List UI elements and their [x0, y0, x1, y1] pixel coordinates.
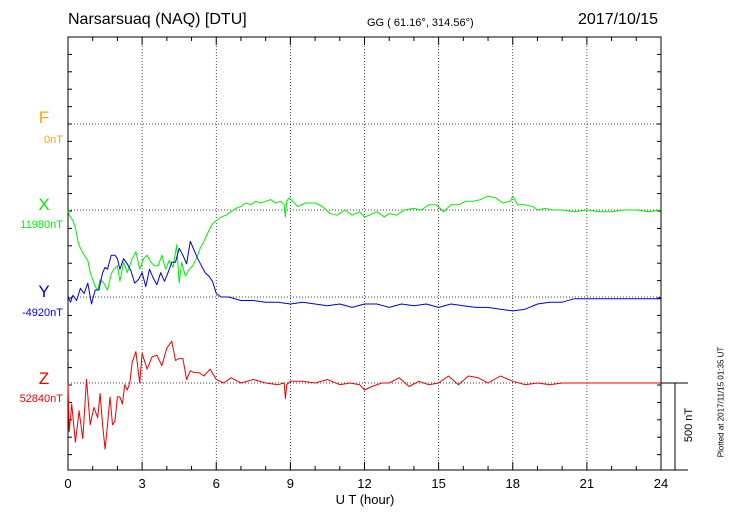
x-tick-label: 24 — [654, 476, 668, 491]
x-tick-label: 9 — [287, 476, 294, 491]
component-letter-z: Z — [39, 369, 49, 388]
x-tick-label: 3 — [139, 476, 146, 491]
scale-bar-label: 500 nT — [683, 407, 695, 443]
x-tick-label: 12 — [357, 476, 371, 491]
grid — [68, 37, 661, 470]
component-baseline-y: -4920nT — [22, 307, 63, 319]
x-tick-labels: 0 3 6 9 12 15 18 21 24 — [64, 476, 668, 491]
component-baseline-z: 52840nT — [20, 393, 64, 405]
component-letter-f: F — [39, 108, 49, 127]
series-line-y — [67, 240, 661, 312]
scale-bar — [661, 382, 688, 471]
series-lines — [67, 195, 662, 450]
component-baseline-f: 0nT — [44, 134, 63, 146]
component-labels: F 0nT X 11980nT Y -4920nT Z 52840nT — [20, 108, 64, 405]
component-letter-x: X — [38, 195, 49, 214]
component-letter-y: Y — [38, 282, 49, 301]
series-line-z — [67, 340, 661, 450]
component-baseline-x: 11980nT — [20, 219, 63, 231]
x-tick-label: 6 — [213, 476, 220, 491]
series-line-x — [67, 195, 662, 291]
plotted-timestamp: Plotted at 2017/11/15 01:35 UT — [716, 346, 726, 458]
x-axis-title: U T (hour) — [336, 492, 395, 507]
station-title: Narsarsuaq (NAQ) [DTU] — [68, 11, 247, 28]
axis-ticks — [67, 37, 662, 470]
x-tick-label: 15 — [431, 476, 445, 491]
geographic-coordinates: GG ( 61.16°, 314.56°) — [367, 17, 474, 29]
x-tick-label: 18 — [506, 476, 520, 491]
x-tick-label: 0 — [64, 476, 71, 491]
plot-date: 2017/10/15 — [578, 11, 659, 28]
x-tick-label: 21 — [580, 476, 594, 491]
